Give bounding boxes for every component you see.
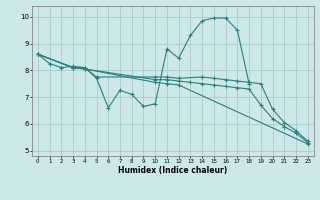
X-axis label: Humidex (Indice chaleur): Humidex (Indice chaleur) bbox=[118, 166, 228, 175]
